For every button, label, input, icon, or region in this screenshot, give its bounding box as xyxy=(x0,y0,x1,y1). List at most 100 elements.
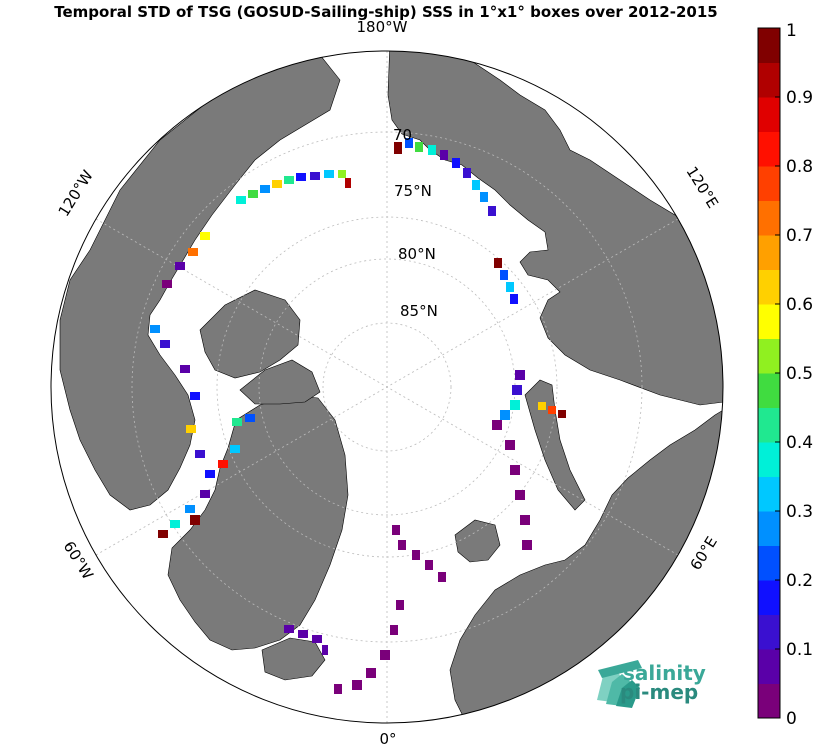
data-box xyxy=(175,262,185,270)
data-box xyxy=(538,402,546,410)
parallel-labels: 70 75°N 80°N 85°N xyxy=(393,126,438,320)
data-box xyxy=(284,625,294,633)
data-box xyxy=(512,385,522,395)
data-box xyxy=(260,185,270,193)
colorbar-tick-label: 0.9 xyxy=(786,88,813,108)
data-box xyxy=(412,550,420,560)
colorbar-segment xyxy=(758,235,780,270)
salinity-pi-mep-logo: salinity pi-mep xyxy=(597,660,706,708)
colorbar-segment xyxy=(758,476,780,512)
land-masses xyxy=(59,51,723,723)
data-box xyxy=(150,325,160,333)
data-box xyxy=(236,196,246,204)
data-box xyxy=(500,270,508,280)
data-box xyxy=(200,490,210,498)
data-box xyxy=(510,465,520,475)
logo-line2: pi-mep xyxy=(620,680,698,704)
land-iceland xyxy=(261,637,326,681)
data-box xyxy=(186,425,196,433)
data-box xyxy=(510,294,518,304)
land-siberia xyxy=(387,51,723,406)
data-box xyxy=(296,173,306,181)
data-box xyxy=(405,138,413,148)
colorbar-segment xyxy=(758,614,780,650)
data-box xyxy=(515,370,525,380)
colorbar-segment xyxy=(758,649,780,684)
data-box xyxy=(398,540,406,550)
colorbar-segment xyxy=(758,97,780,132)
colorbar: 0 0.1 0.2 0.3 0.4 0.5 0.6 0.7 0.8 0.9 1 xyxy=(757,21,813,729)
data-box xyxy=(480,192,488,202)
land-svalbard xyxy=(454,519,501,563)
data-box xyxy=(310,172,320,180)
colorbar-segment xyxy=(758,683,780,719)
data-box xyxy=(520,515,530,525)
colorbar-segment xyxy=(758,442,780,477)
data-box xyxy=(500,410,510,420)
colorbar-tick-label: 0.2 xyxy=(786,571,813,591)
colorbar-tick-label: 1 xyxy=(786,21,797,41)
data-box xyxy=(312,635,322,643)
lon-label-0: 0° xyxy=(379,730,396,747)
lon-label-120w: 120°W xyxy=(55,167,97,220)
lat-label-70: 70 xyxy=(393,126,412,144)
data-box xyxy=(170,520,180,528)
colorbar-segment xyxy=(758,407,780,443)
colorbar-segment xyxy=(758,511,780,546)
lon-label-120e: 120°E xyxy=(683,163,722,211)
colorbar-segment xyxy=(758,580,780,615)
data-box xyxy=(415,142,423,152)
data-box xyxy=(452,158,460,168)
data-box xyxy=(390,625,398,635)
colorbar-segment xyxy=(758,545,780,581)
data-box xyxy=(515,490,525,500)
data-box xyxy=(180,365,190,373)
colorbar-segment xyxy=(758,200,780,236)
data-box xyxy=(352,680,362,690)
data-box xyxy=(205,470,215,478)
data-box xyxy=(463,168,471,178)
data-box xyxy=(438,572,446,582)
colorbar-segment xyxy=(758,28,780,63)
data-box xyxy=(185,505,195,513)
data-box xyxy=(338,170,346,178)
colorbar-segment xyxy=(758,131,780,167)
land-novaya-zemlya xyxy=(524,379,586,511)
data-box xyxy=(248,190,258,198)
data-box xyxy=(494,258,502,268)
colorbar-segment xyxy=(758,373,780,408)
data-box xyxy=(230,445,240,453)
data-box xyxy=(334,684,342,694)
data-box xyxy=(245,414,255,422)
colorbar-tick-label: 0 xyxy=(786,709,797,729)
land-arctic-islands xyxy=(199,289,301,379)
data-box xyxy=(195,450,205,458)
data-box xyxy=(322,645,328,655)
data-box xyxy=(162,280,172,288)
data-box xyxy=(345,178,351,188)
data-box xyxy=(394,142,402,154)
data-box xyxy=(428,145,436,155)
data-box xyxy=(200,232,210,240)
data-box xyxy=(558,410,566,418)
data-box xyxy=(505,440,515,450)
colorbar-segment xyxy=(758,166,780,201)
data-box xyxy=(548,406,556,414)
sss-std-boxes xyxy=(150,138,566,694)
land-ellesmere xyxy=(239,359,321,405)
data-box xyxy=(522,540,532,550)
data-box xyxy=(272,180,282,188)
data-box xyxy=(190,392,200,400)
lon-label-60e: 60°E xyxy=(687,533,721,573)
lat-label-80: 80°N xyxy=(398,245,436,263)
colorbar-tick-label: 0.6 xyxy=(786,295,813,315)
data-box xyxy=(284,176,294,184)
lon-label-180: 180°W xyxy=(357,18,408,36)
land-greenland xyxy=(167,394,349,651)
chart-title: Temporal STD of TSG (GOSUD-Sailing-ship)… xyxy=(54,3,717,21)
data-box xyxy=(392,525,400,535)
data-box xyxy=(298,630,308,638)
data-box xyxy=(440,150,448,160)
data-box xyxy=(396,600,404,610)
